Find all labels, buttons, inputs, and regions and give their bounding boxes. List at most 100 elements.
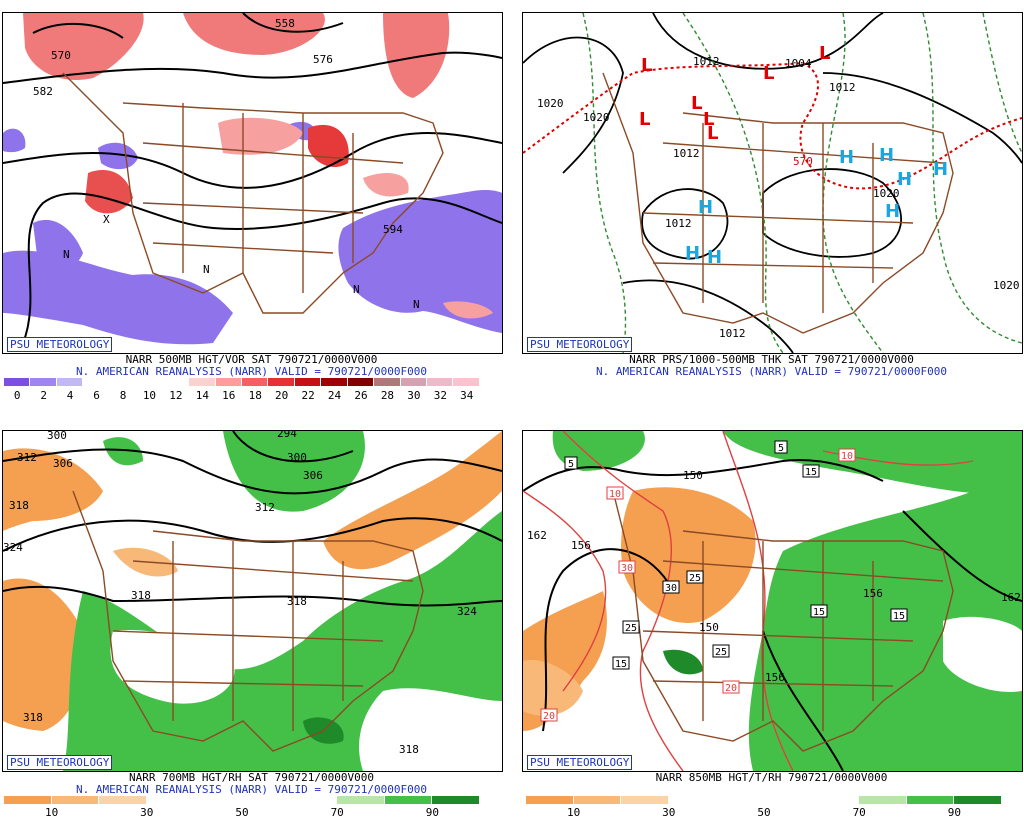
border-line bbox=[702, 541, 874, 731]
low-pressure-marker: L bbox=[641, 55, 652, 76]
map-label: 570 bbox=[793, 155, 813, 168]
low-pressure-marker: L bbox=[707, 123, 718, 144]
map-label: 1012 bbox=[829, 81, 856, 94]
svg-text:15: 15 bbox=[615, 659, 627, 670]
scale-swatch bbox=[347, 378, 375, 386]
border-line bbox=[642, 212, 914, 269]
scale-ticks: 10 30 50 70 90 bbox=[4, 806, 480, 819]
scale-swatch bbox=[136, 378, 163, 386]
map-label: 576 bbox=[313, 53, 333, 66]
low-pressure-marker: L bbox=[819, 43, 830, 64]
vort-shading-red bbox=[85, 170, 133, 214]
panel-850mb-temp-rh: 5 5 15 15 15 15 20 20 25 25 25 30 30 10 … bbox=[522, 430, 1023, 772]
scale-tick-label: 18 bbox=[248, 389, 262, 402]
scale-swatch bbox=[763, 796, 812, 804]
svg-text:30: 30 bbox=[621, 563, 633, 574]
map-label: 324 bbox=[457, 605, 477, 618]
isobar bbox=[641, 188, 729, 260]
scale-swatch bbox=[453, 378, 480, 386]
isobar bbox=[822, 72, 1022, 164]
scale-swatch bbox=[241, 378, 269, 386]
scale-tick-label: 10 bbox=[566, 806, 581, 819]
scale-swatch bbox=[526, 796, 574, 804]
rh-shading-moist bbox=[103, 437, 143, 466]
map-label: 312 bbox=[17, 451, 37, 464]
svg-text:25: 25 bbox=[625, 623, 637, 634]
vort-shading-purple bbox=[33, 219, 83, 271]
station-box: 20 bbox=[722, 680, 740, 694]
map-label: 318 bbox=[9, 499, 29, 512]
map-label: X bbox=[103, 213, 110, 226]
high-pressure-marker: H bbox=[879, 145, 894, 166]
isotherm bbox=[523, 490, 607, 692]
thickness-contour bbox=[822, 13, 884, 353]
scale-swatch bbox=[289, 796, 338, 804]
map-label: 1020 bbox=[873, 187, 900, 200]
svg-text:20: 20 bbox=[725, 683, 737, 694]
border-line bbox=[612, 490, 954, 752]
vort-shading-purple bbox=[3, 128, 26, 153]
high-pressure-marker: H bbox=[897, 169, 912, 190]
svg-text:30: 30 bbox=[665, 583, 677, 594]
scale-swatch bbox=[400, 378, 427, 386]
station-box: 15 bbox=[890, 608, 908, 622]
low-pressure-marker: L bbox=[639, 109, 650, 130]
border-line bbox=[62, 72, 444, 314]
station-box: 15 bbox=[802, 464, 820, 478]
height-contour bbox=[3, 132, 502, 189]
map-label: 1020 bbox=[537, 97, 564, 110]
scale-swatch bbox=[189, 378, 216, 386]
border-line bbox=[112, 630, 384, 687]
high-pressure-marker: H bbox=[698, 197, 713, 218]
scale-swatch bbox=[99, 796, 147, 804]
high-pressure-marker: H bbox=[707, 247, 722, 268]
scale-swatch bbox=[716, 796, 764, 804]
vort-shading-purple bbox=[3, 250, 233, 345]
height-contour bbox=[542, 548, 674, 732]
scale-tick-label: 4 bbox=[66, 389, 74, 402]
color-scale bbox=[526, 796, 1002, 804]
border-line bbox=[602, 72, 954, 334]
scale-tick-label: 70 bbox=[852, 806, 866, 819]
station-box: 10 bbox=[838, 448, 856, 462]
scale-tick-label: 2 bbox=[40, 389, 47, 402]
rh-shading-clear bbox=[359, 688, 502, 771]
scale-tick-label: 32 bbox=[433, 389, 447, 402]
vort-shading-red bbox=[443, 301, 493, 319]
rh-shading-moist bbox=[223, 431, 365, 512]
map-label: 312 bbox=[255, 501, 275, 514]
map-label: 1020 bbox=[993, 279, 1020, 292]
caption-line-2: N. AMERICAN REANALYSIS (NARR) VALID = 79… bbox=[76, 783, 427, 796]
scale-swatch bbox=[162, 378, 190, 386]
scale-swatch bbox=[432, 796, 480, 804]
map-label: 1012 bbox=[693, 55, 720, 68]
height-contour bbox=[3, 448, 502, 495]
scale-swatch bbox=[83, 378, 110, 386]
brand-label: PSU METEOROLOGY bbox=[527, 755, 633, 770]
scale-tick-label: 30 bbox=[662, 806, 676, 819]
height-contour bbox=[22, 192, 502, 344]
low-pressure-marker: L bbox=[703, 109, 714, 130]
map-label: 318 bbox=[131, 589, 151, 602]
height-contour bbox=[902, 510, 1022, 602]
scale-swatch bbox=[51, 796, 100, 804]
map-label: 1012 bbox=[719, 327, 746, 340]
map-label: 318 bbox=[287, 595, 307, 608]
map-label: 1012 bbox=[665, 217, 692, 230]
scale-tick-label: 14 bbox=[195, 389, 209, 402]
thickness-contour bbox=[982, 13, 1022, 154]
scale-swatch bbox=[668, 796, 717, 804]
caption-line-1: NARR 500MB HGT/VOR SAT 790721/0000V000 bbox=[125, 353, 378, 366]
thickness-contour bbox=[582, 13, 627, 353]
panel-500mb-vorticity: 570 582 558 576 594 N N N N X PSU METEOR… bbox=[2, 12, 503, 354]
map-label: N bbox=[353, 283, 360, 296]
vort-shading-purple bbox=[338, 190, 502, 333]
map-label: 156 bbox=[863, 587, 883, 600]
scale-swatch bbox=[215, 378, 242, 386]
height-contour bbox=[242, 13, 344, 33]
scale-tick-label: 30 bbox=[407, 389, 421, 402]
scale-tick-label: 26 bbox=[354, 389, 368, 402]
isobar bbox=[523, 36, 624, 174]
height-contour bbox=[3, 51, 502, 84]
border-line bbox=[662, 142, 944, 164]
